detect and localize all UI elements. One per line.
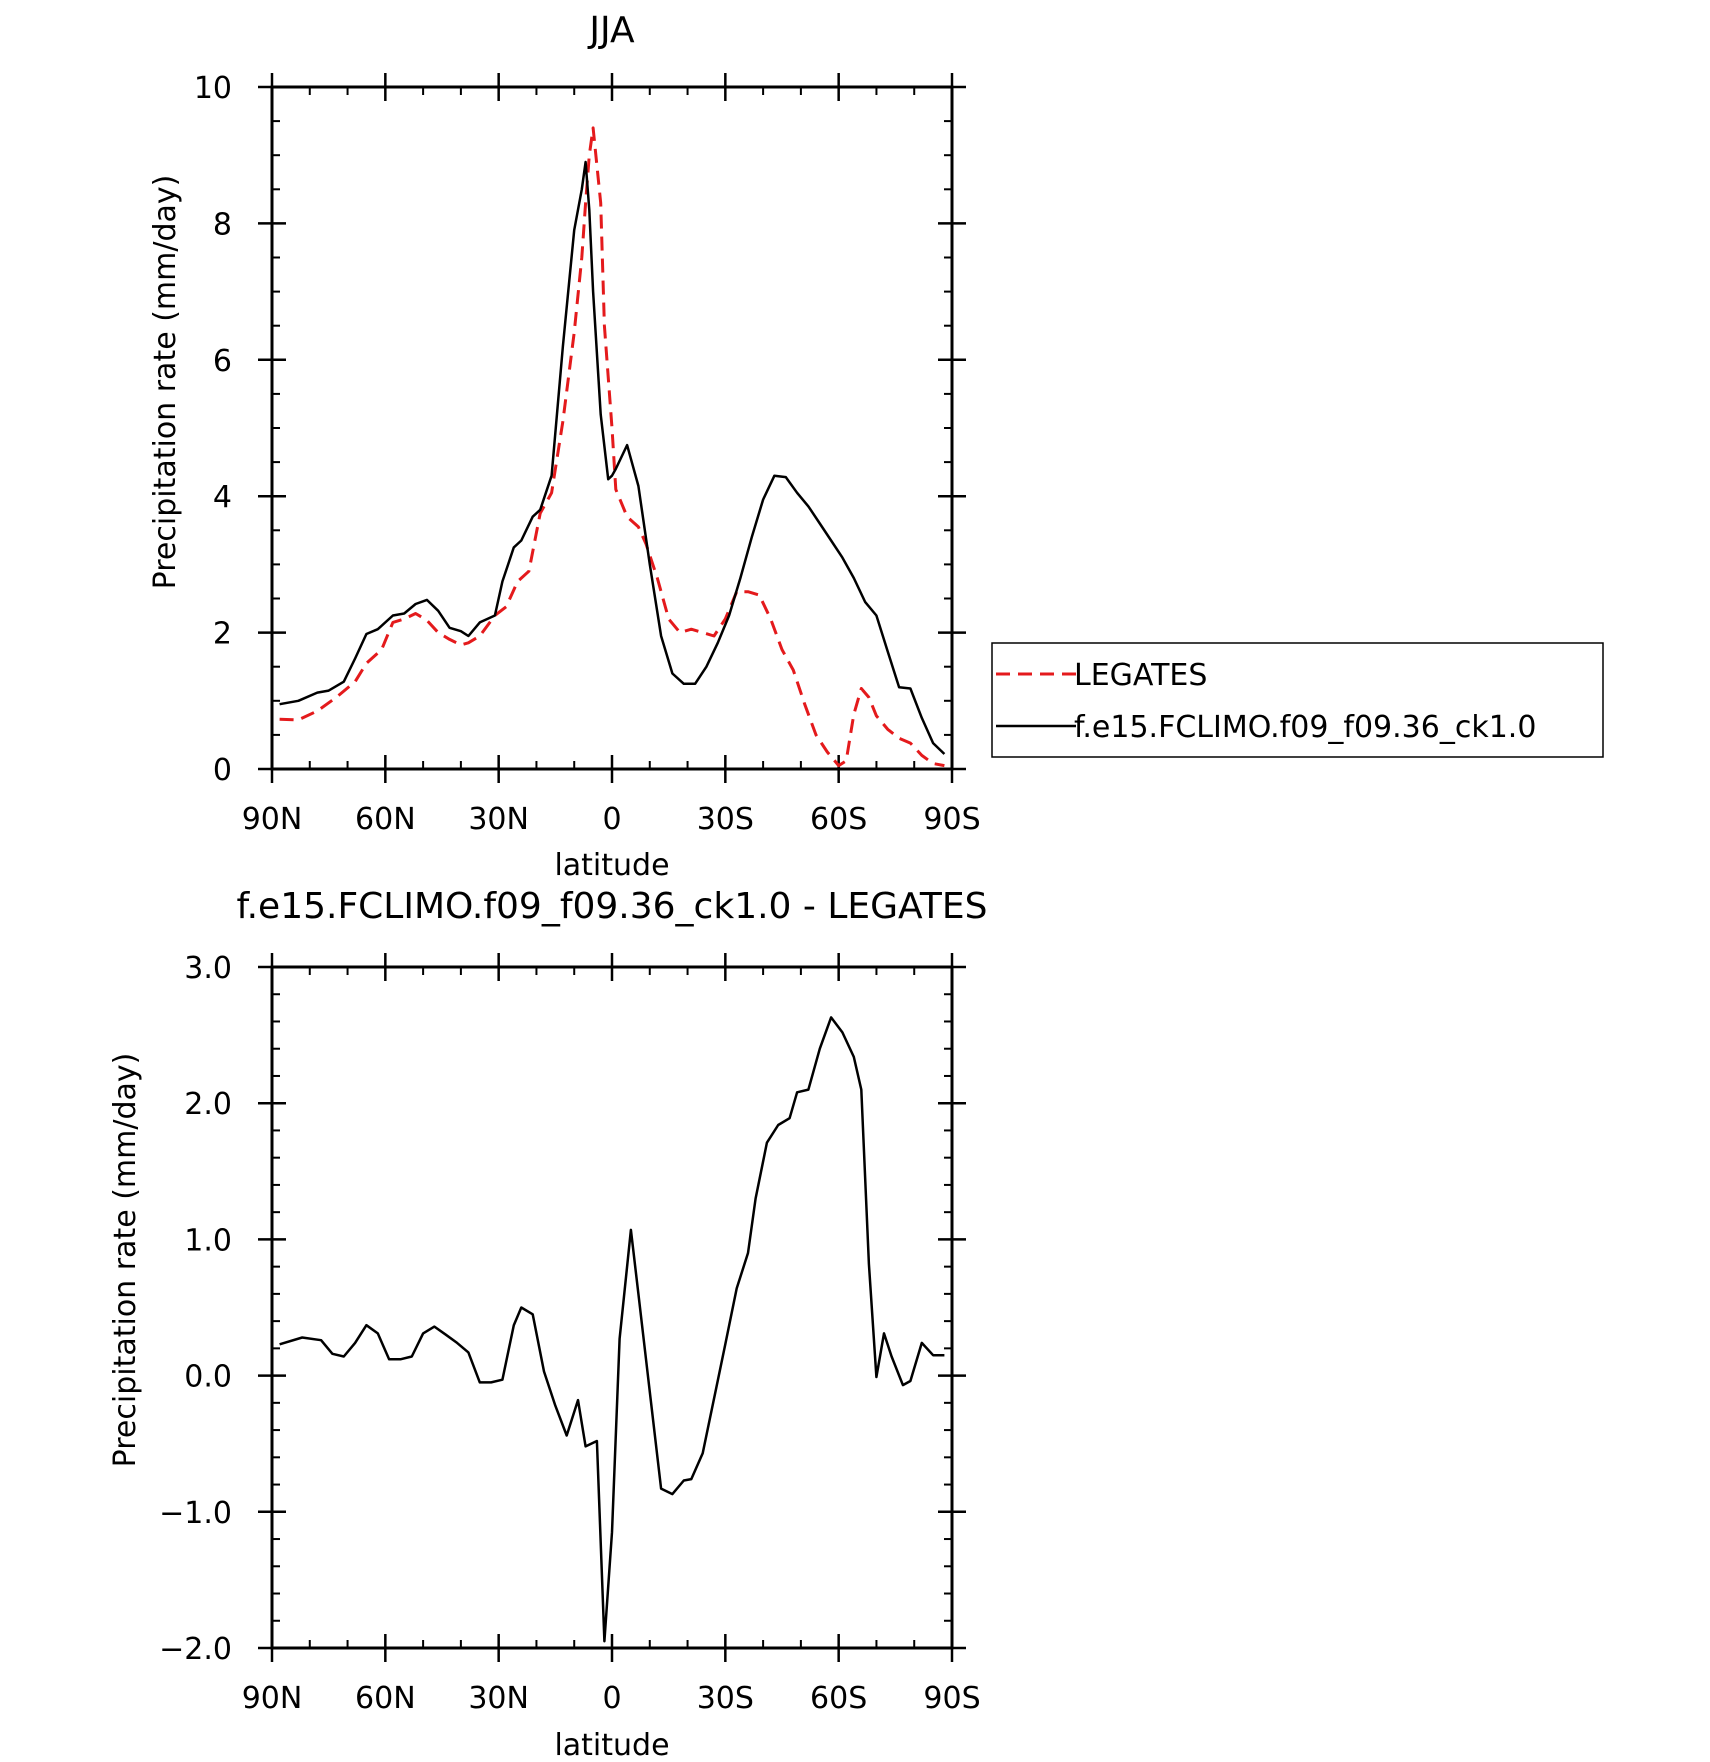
top-y-axis-title: Precipitation rate (mm/day) xyxy=(148,175,183,590)
top-x-tick-label: 60N xyxy=(355,802,416,837)
bottom-y-tick-label: 3.0 xyxy=(184,951,232,986)
legend-box xyxy=(991,642,1604,758)
bottom-axis-ticks xyxy=(258,953,966,1662)
bottom-x-tick-label: 30N xyxy=(468,1681,529,1716)
top-x-tick-label: 0 xyxy=(602,802,621,837)
bottom-y-tick-label: −2.0 xyxy=(159,1632,232,1667)
top-x-tick-label: 30N xyxy=(468,802,529,837)
top-plot-title: JJA xyxy=(587,10,635,51)
top-y-tick-label: 10 xyxy=(194,71,232,106)
top-series-lines xyxy=(279,126,946,768)
top-series-line-f-e15-fclimo-f09-f09-36-ck1-0 xyxy=(279,160,946,755)
top-y-tick-label: 8 xyxy=(213,207,232,242)
top-x-tick-label: 60S xyxy=(810,802,867,837)
legend-label-model: f.e15.FCLIMO.f09_f09.36_ck1.0 xyxy=(1074,710,1536,745)
top-axis-ticks xyxy=(258,73,966,783)
bottom-tick-labels: 90N 60N 30N 0 30S 60S 90S −2.0 −1.0 0.0 1.0 2.0 3.0 xyxy=(159,951,980,1716)
bottom-y-tick-label: −1.0 xyxy=(159,1496,232,1531)
bottom-y-tick-label: 1.0 xyxy=(184,1223,232,1258)
top-y-tick-label: 4 xyxy=(213,480,232,515)
top-plot-frame xyxy=(270,85,954,771)
bottom-x-tick-label: 90S xyxy=(923,1681,980,1716)
bottom-x-tick-label: 90N xyxy=(242,1681,303,1716)
bottom-x-axis-title: latitude xyxy=(554,1728,669,1762)
bottom-plot-title: f.e15.FCLIMO.f09_f09.36_ck1.0 - LEGATES xyxy=(237,886,988,927)
top-y-tick-label: 0 xyxy=(213,753,232,788)
top-x-axis-title: latitude xyxy=(554,848,669,883)
bottom-x-tick-label: 60S xyxy=(810,1681,867,1716)
bottom-series-line-difference xyxy=(279,1016,945,1643)
bottom-y-tick-label: 0.0 xyxy=(184,1360,232,1395)
bottom-x-tick-label: 30S xyxy=(697,1681,754,1716)
top-legend: LEGATES f.e15.FCLIMO.f09_f09.36_ck1.0 xyxy=(991,642,1604,758)
top-x-tick-label: 30S xyxy=(697,802,754,837)
legend-label-legates: LEGATES xyxy=(1074,658,1207,693)
bottom-panel: f.e15.FCLIMO.f09_f09.36_ck1.0 - LEGATES … xyxy=(108,886,987,1762)
bottom-y-axis-title: Precipitation rate (mm/day) xyxy=(108,1053,143,1468)
bottom-y-tick-label: 2.0 xyxy=(184,1087,232,1122)
top-y-tick-label: 2 xyxy=(213,617,232,652)
top-x-tick-label: 90N xyxy=(242,802,303,837)
bottom-series-lines xyxy=(279,1016,945,1643)
top-y-tick-label: 6 xyxy=(213,344,232,379)
top-panel: JJA Precipitation rate (mm/day) latitude… xyxy=(148,10,1604,883)
bottom-x-tick-label: 60N xyxy=(355,1681,416,1716)
top-tick-labels: 90N 60N 30N 0 30S 60S 90S 0 2 4 6 8 10 xyxy=(194,71,981,837)
bottom-plot-frame xyxy=(270,965,954,1650)
top-series-line-legates xyxy=(279,126,945,768)
top-x-tick-label: 90S xyxy=(923,802,980,837)
bottom-x-tick-label: 0 xyxy=(602,1681,621,1716)
